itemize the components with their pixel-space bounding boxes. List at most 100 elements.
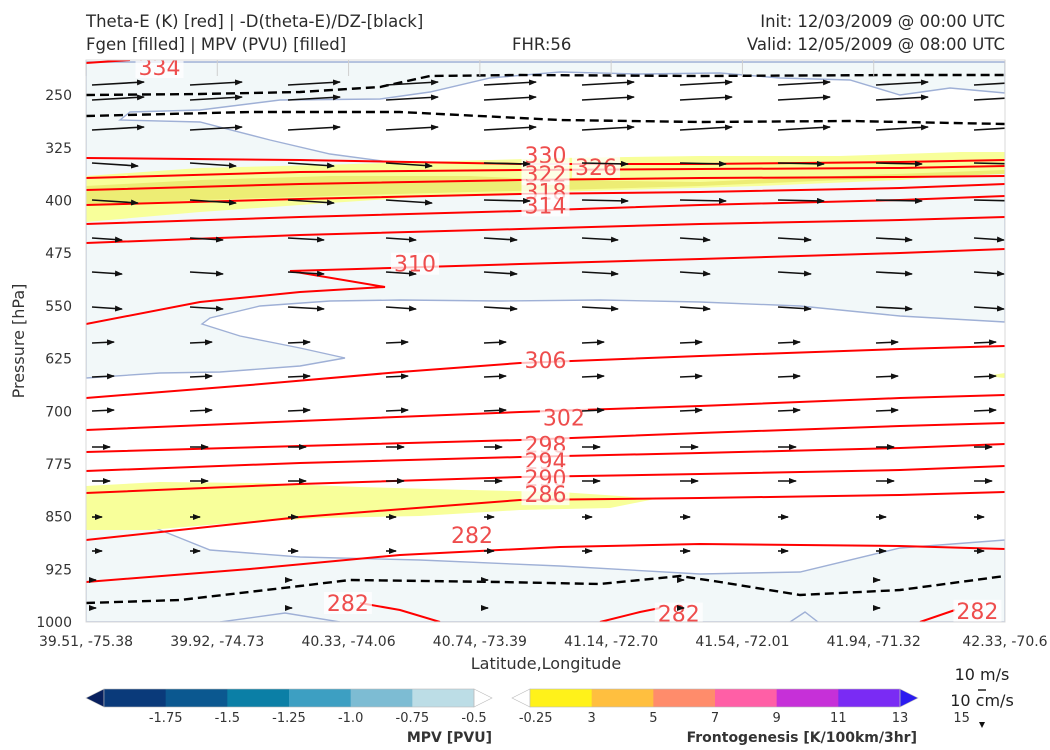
theta-e-contour-label: 306 (525, 349, 567, 374)
wind-vector (679, 79, 733, 86)
wind-vector (385, 199, 433, 206)
contour-label-bg (521, 433, 570, 456)
y-tick-label: 1000 (36, 615, 72, 631)
colorbar-segment (412, 689, 475, 707)
y-tick-label: 250 (45, 88, 72, 104)
mpv-region-lower (86, 517, 1005, 622)
wind-vector (875, 197, 923, 204)
wind-vector (483, 270, 518, 277)
init-time: Init: 12/03/2009 @ 00:00 UTC (760, 12, 1005, 31)
wind-vector (581, 79, 635, 86)
colorbar-segment (715, 689, 778, 707)
wind-vector (189, 270, 224, 277)
contour-label-bg (521, 162, 570, 185)
wind-vector (875, 94, 929, 101)
wind-vector (287, 305, 325, 312)
wind-vector (287, 124, 341, 131)
contour-label-bg (521, 194, 570, 217)
wind-vector (385, 79, 439, 86)
wind-vector (385, 94, 439, 101)
x-tick-label: 40.33, -74.06 (302, 634, 396, 650)
colorbar-segment (838, 689, 901, 707)
colorbar-segment (289, 689, 352, 707)
fgen-region-lower (86, 482, 655, 530)
wind-vector (91, 199, 139, 206)
fgen-colorbar: 3 5 7 9 11 13 15 (511, 688, 970, 726)
y-tick-label: 625 (45, 352, 72, 368)
theta-e-contour-label: 326 (575, 156, 617, 181)
wind-vector (91, 339, 115, 346)
wind-vectors (89, 79, 1005, 611)
x-tick-label: 41.94, -71.32 (827, 634, 921, 650)
wind-vector (189, 407, 213, 414)
wind-vector (483, 236, 518, 243)
wind-vector (483, 160, 531, 167)
wind-vector (679, 197, 727, 204)
wind-vector (385, 305, 417, 312)
stability-contours (86, 73, 1005, 605)
wind-vector (875, 407, 899, 414)
colorbar-tick-label: 11 (830, 711, 847, 726)
wind-vector (581, 407, 605, 414)
wind-vector (973, 162, 1005, 165)
wind-vector (973, 339, 997, 346)
wind-vector (483, 79, 537, 86)
wind-vector (483, 94, 537, 101)
y-tick-label: 400 (45, 194, 72, 210)
theta-e-contour-label: 314 (525, 194, 567, 219)
wind-vector (777, 94, 831, 101)
wind-vector (777, 197, 825, 204)
wind-vector (679, 407, 703, 414)
title-left-2: Fgen [filled] | MPV (PVU) [filled] (86, 35, 347, 54)
colorbar-segment (530, 689, 593, 707)
colorbar-frame (529, 688, 901, 708)
wind-vector (287, 339, 311, 346)
wind-vector (189, 305, 224, 312)
theta-e-contour-label: 282 (327, 592, 369, 617)
valid-time: Valid: 12/05/2009 @ 08:00 UTC (746, 35, 1005, 54)
wind-vector (385, 373, 409, 380)
colorbar-tick-label: -1.5 (215, 711, 240, 726)
theta-e-contour-label: 286 (525, 483, 567, 508)
wind-vector (483, 373, 507, 380)
contour-label-bg (391, 252, 440, 275)
colorbar-extend-right (899, 688, 919, 708)
wind-vector (777, 236, 812, 243)
colorbar-extend-left (85, 688, 105, 708)
wind-vector (385, 124, 439, 131)
wind-vector (189, 339, 213, 346)
wind-vector (777, 79, 831, 86)
y-tick-label: 850 (45, 510, 72, 526)
wind-vector (581, 197, 629, 204)
colorbar-tick-label: 13 (892, 711, 909, 726)
wind-vector (581, 339, 605, 346)
wind-vector (287, 79, 341, 86)
wind-vector (91, 305, 123, 312)
wind-vector (973, 82, 1005, 86)
wind-vector (91, 407, 115, 414)
wind-vector (777, 270, 812, 277)
wind-vector (483, 197, 531, 204)
colorbar-segment (591, 689, 654, 707)
wind-vector (189, 94, 243, 101)
wind-vector (189, 236, 224, 243)
wind-vector (679, 124, 733, 131)
wind-vector (777, 305, 812, 312)
y-tick-label: 700 (45, 404, 72, 420)
wind-vector (581, 94, 635, 101)
colorbar-tick-label: 15 (953, 711, 970, 726)
vector-key-horizontal-label: 10 m/s (955, 665, 1010, 684)
contour-label-bg (953, 599, 1002, 622)
wind-vector (385, 339, 409, 346)
contour-label-bg (447, 523, 496, 546)
colorbar-tick-label: -0.25 (519, 711, 553, 726)
wind-vector (385, 162, 433, 169)
contour-label-bg (521, 483, 570, 506)
theta-e-contour-label: 282 (956, 600, 998, 625)
colorbar-tick-label: 7 (711, 711, 719, 726)
colorbar-segment (653, 689, 716, 707)
wind-vector (679, 160, 727, 167)
wind-vector (875, 373, 899, 380)
